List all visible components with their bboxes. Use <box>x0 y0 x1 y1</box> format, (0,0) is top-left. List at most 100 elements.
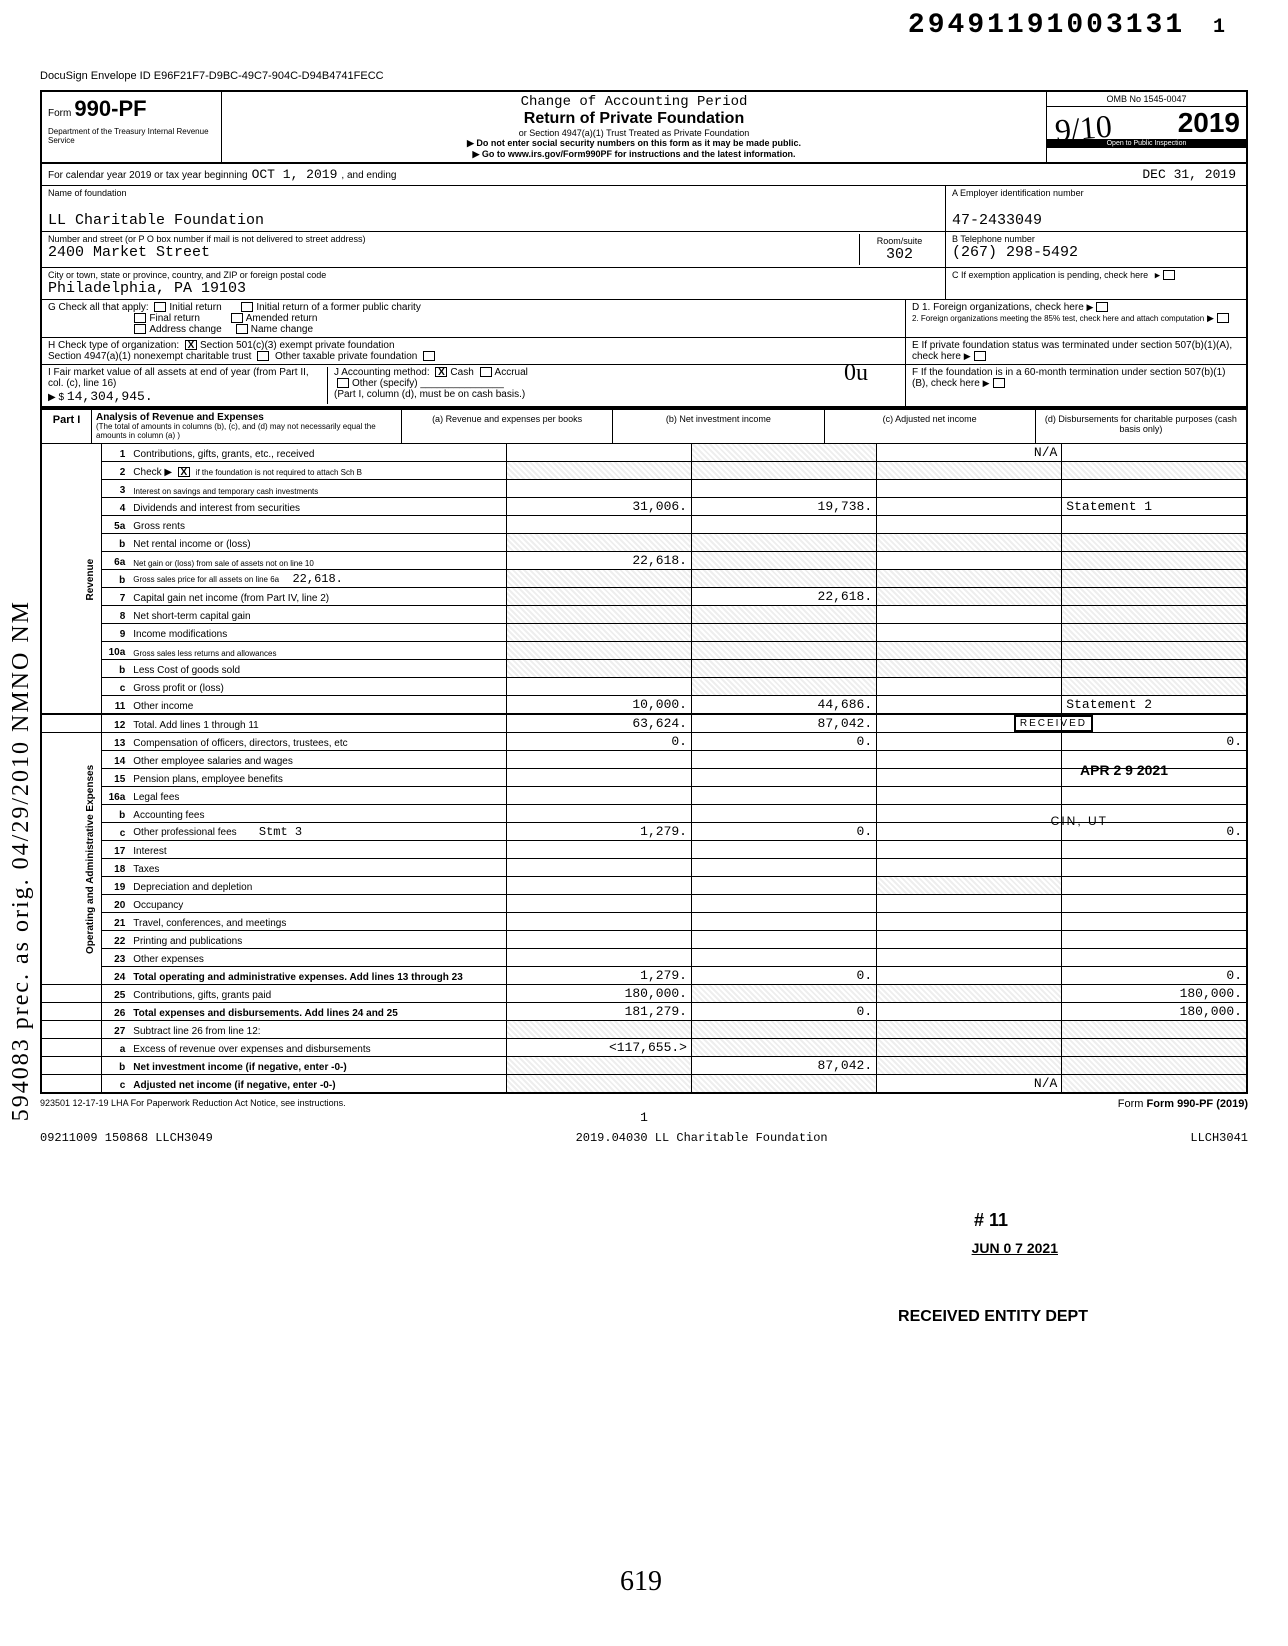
form-header: Form 990-PF Department of the Treasury I… <box>40 90 1248 164</box>
table-row: 2Check ▶ if the foundation is not requir… <box>41 462 1247 480</box>
j-section: J Accounting method: Cash Accrual Other … <box>328 367 899 404</box>
g-name-chk[interactable] <box>236 324 248 334</box>
table-row: 10aGross sales less returns and allowanc… <box>41 642 1247 660</box>
l16a-desc: Legal fees <box>129 787 506 805</box>
year-begin: OCT 1, 2019 <box>252 167 338 182</box>
h-other-chk[interactable] <box>423 351 435 361</box>
l16c-b: 0. <box>691 823 876 841</box>
h-4947-chk[interactable] <box>257 351 269 361</box>
expenses-label: Operating and Administrative Expenses <box>41 733 101 985</box>
h-section: H Check type of organization: Section 50… <box>42 338 906 364</box>
e-chk[interactable] <box>974 351 986 361</box>
h-501c3-chk[interactable] <box>185 340 197 350</box>
g-final: Final return <box>149 313 200 324</box>
table-row: 16aLegal fees <box>41 787 1247 805</box>
street-row: Number and street (or P O box number if … <box>40 232 1248 268</box>
l6a-a: 22,618. <box>506 552 691 570</box>
c-checkbox[interactable] <box>1163 270 1175 280</box>
l13-b: 0. <box>691 733 876 751</box>
l27c-desc: Adjusted net income (if negative, enter … <box>129 1075 506 1094</box>
name-ein-row: Name of foundation LL Charitable Foundat… <box>40 186 1248 232</box>
g-amended: Amended return <box>246 313 318 324</box>
part1-note: (The total of amounts in columns (b), (c… <box>96 422 376 440</box>
handwritten-mark: 9/10 <box>1053 108 1113 150</box>
street-box: Number and street (or P O box number if … <box>42 232 946 267</box>
handwritten-nu: 0u <box>844 360 868 387</box>
l15-desc: Pension plans, employee benefits <box>129 769 506 787</box>
table-row: 25Contributions, gifts, grants paid180,0… <box>41 985 1247 1003</box>
i-arrow: ▶ $ <box>48 392 64 403</box>
margin-handwriting: 594083 prec. as orig. 04/29/2010 NMNO NM <box>8 600 35 1121</box>
g-final-chk[interactable] <box>134 313 146 323</box>
arrow-icon <box>983 378 990 389</box>
l6a-desc: Net gain or (loss) from sale of assets n… <box>129 552 506 570</box>
l14-desc: Other employee salaries and wages <box>129 751 506 769</box>
table-row: aExcess of revenue over expenses and dis… <box>41 1039 1247 1057</box>
footer-left: 923501 12-17-19 LHA For Paperwork Reduct… <box>40 1098 346 1110</box>
l24-a: 1,279. <box>506 967 691 985</box>
l12-desc: Total. Add lines 1 through 11 <box>129 714 506 733</box>
l24-desc: Total operating and administrative expen… <box>129 967 506 985</box>
d-section: D 1. Foreign organizations, check here 2… <box>906 300 1246 337</box>
g-initial-chk[interactable] <box>154 302 166 312</box>
g-namechg: Name change <box>251 324 313 335</box>
l4-a: 31,006. <box>506 498 691 516</box>
table-row: 23Other expenses <box>41 949 1247 967</box>
l5a-desc: Gross rents <box>129 516 506 534</box>
name-label: Name of foundation <box>48 188 939 198</box>
d2-chk[interactable] <box>1217 313 1229 323</box>
l1-desc: Contributions, gifts, grants, etc., rece… <box>129 444 506 462</box>
l19-desc: Depreciation and depletion <box>129 877 506 895</box>
l9-desc: Income modifications <box>129 624 506 642</box>
j-accrual-chk[interactable] <box>480 367 492 377</box>
l7-b: 22,618. <box>691 588 876 606</box>
g-amended-chk[interactable] <box>231 313 243 323</box>
g-former-chk[interactable] <box>241 302 253 312</box>
d1-chk[interactable] <box>1096 302 1108 312</box>
g-section: G Check all that apply: Initial return I… <box>42 300 906 337</box>
jun-date-stamp: JUN 0 7 2021 <box>972 1240 1058 1256</box>
l3-desc: Interest on savings and temporary cash i… <box>129 480 506 498</box>
table-row: 7Capital gain net income (from Part IV, … <box>41 588 1247 606</box>
table-row: 21Travel, conferences, and meetings <box>41 913 1247 931</box>
docusign-id: DocuSign Envelope ID E96F21F7-D9BC-49C7-… <box>40 70 1248 82</box>
room-value: 302 <box>864 246 935 263</box>
calyear-label1: For calendar year 2019 or tax year begin… <box>48 170 248 181</box>
l27b-desc: Net investment income (if negative, ente… <box>129 1057 506 1075</box>
room-label: Room/suite <box>864 236 935 246</box>
l26-desc: Total expenses and disbursements. Add li… <box>129 1003 506 1021</box>
form-title: Return of Private Foundation <box>226 110 1042 128</box>
change-period: Change of Accounting Period <box>226 94 1042 110</box>
l21-desc: Travel, conferences, and meetings <box>129 913 506 931</box>
l6b-desc: Gross sales price for all assets on line… <box>129 570 506 588</box>
j-other-chk[interactable] <box>337 378 349 388</box>
form-sub1: or Section 4947(a)(1) Trust Treated as P… <box>226 128 1042 138</box>
l11-desc: Other income <box>129 696 506 715</box>
table-row: 4Dividends and interest from securities3… <box>41 498 1247 516</box>
ein-label: A Employer identification number <box>952 188 1240 198</box>
col-b-head: (b) Net investment income <box>613 410 824 443</box>
l27a-a: <117,655.> <box>506 1039 691 1057</box>
l24-d: 0. <box>1062 967 1247 985</box>
g-initial: Initial return <box>169 302 221 313</box>
j-cash-chk[interactable] <box>435 367 447 377</box>
f-chk[interactable] <box>993 378 1005 388</box>
l16c-desc: Other professional fees Stmt 3 <box>129 823 506 841</box>
form-sub2: ▶ Do not enter social security numbers o… <box>226 138 1042 149</box>
cin-stamp: CIN, UT <box>1051 814 1108 828</box>
table-row: Revenue 1Contributions, gifts, grants, e… <box>41 444 1247 462</box>
table-row: 18Taxes <box>41 859 1247 877</box>
l2-chk[interactable] <box>178 467 190 477</box>
l2-desc: Check ▶ if the foundation is not require… <box>129 462 506 480</box>
l27b-b: 87,042. <box>691 1057 876 1075</box>
col-d-head: (d) Disbursements for charitable purpose… <box>1036 410 1246 443</box>
l11-b: 44,686. <box>691 696 876 715</box>
ein-box: A Employer identification number 47-2433… <box>946 186 1246 231</box>
form-prefix: Form <box>48 108 71 119</box>
i-label: I Fair market value of all assets at end… <box>48 367 309 389</box>
g-addr-chk[interactable] <box>134 324 146 334</box>
l25-desc: Contributions, gifts, grants paid <box>129 985 506 1003</box>
table-row: 9Income modifications <box>41 624 1247 642</box>
j-label: J Accounting method: <box>334 367 430 378</box>
table-row: cGross profit or (loss) <box>41 678 1247 696</box>
